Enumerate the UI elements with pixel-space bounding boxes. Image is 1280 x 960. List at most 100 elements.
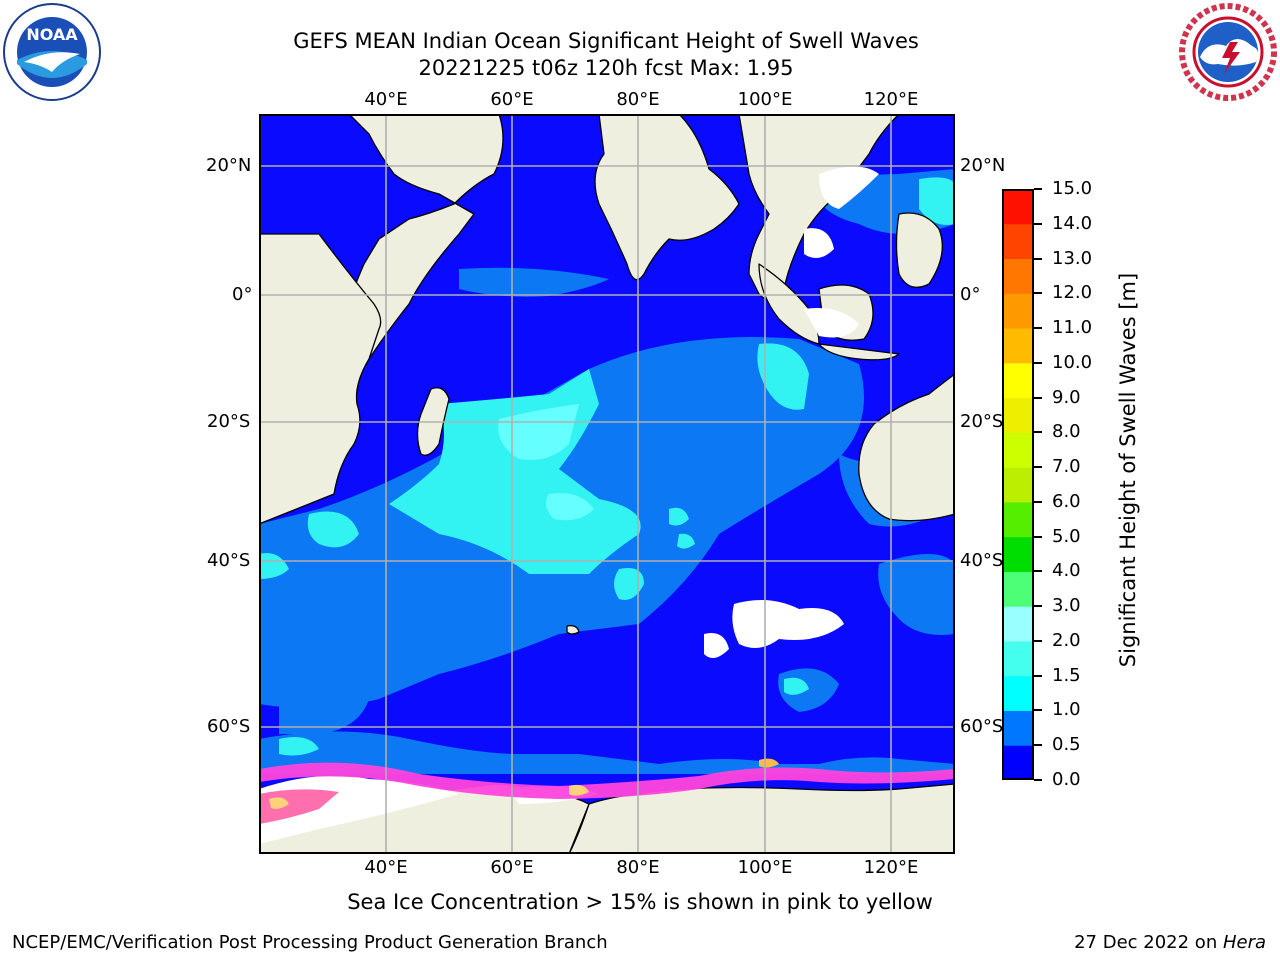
graticule (259, 114, 955, 854)
lat-label-left-0: 0° (232, 284, 253, 305)
chart-title-line1: GEFS MEAN Indian Ocean Significant Heigh… (293, 29, 919, 53)
lon-label-bottom-80e: 80°E (616, 857, 660, 878)
colorbar-tick-mark (1034, 327, 1042, 330)
colorbar-segment (1002, 328, 1034, 364)
colorbar-segment (1002, 536, 1034, 572)
colorbar-tick-label: 10.0 (1052, 351, 1093, 373)
lon-label-bottom-60e: 60°E (490, 857, 534, 878)
colorbar-tick-mark (1034, 709, 1042, 712)
footer-machine: Hera (1222, 932, 1266, 953)
colorbar-segment (1002, 710, 1034, 746)
colorbar-tick-label: 2.0 (1052, 629, 1081, 651)
colorbar-label-text: Significant Height of Swell Waves [m] (1116, 272, 1140, 668)
lat-label-left-60s: 60°S (207, 716, 251, 737)
nws-logo-icon (1179, 3, 1277, 101)
sea-ice-caption: Sea Ice Concentration > 15% is shown in … (347, 890, 933, 914)
colorbar-tick-mark (1034, 639, 1042, 642)
colorbar-tick-mark (1034, 466, 1042, 469)
colorbar-segment (1002, 293, 1034, 329)
swell-band-1.5-2.0 (498, 404, 594, 521)
lon-label-bottom-100e: 100°E (737, 857, 793, 878)
footer-left: NCEP/EMC/Verification Post Processing Pr… (12, 932, 608, 953)
land-australia (858, 373, 955, 522)
colorbar-tick-label: 13.0 (1052, 247, 1093, 269)
lon-label-top-100e: 100°E (737, 89, 793, 110)
land-philippines-newguinea (895, 212, 943, 288)
noaa-logo-icon: NOAA (3, 3, 101, 101)
colorbar-tick-label: 6.0 (1052, 490, 1081, 512)
colorbar-tick-mark (1034, 570, 1042, 573)
lat-label-right-20s: 20°S (960, 411, 1004, 432)
footer-date: 27 Dec 2022 on (1074, 932, 1223, 953)
chart-title-line2: 20221225 t06z 120h fcst Max: 1.95 (418, 56, 794, 80)
colorbar-tick-mark (1034, 535, 1042, 538)
colorbar-tick-mark (1034, 396, 1042, 399)
lat-label-left-20s: 20°S (207, 411, 251, 432)
colorbar-tick-mark (1034, 779, 1042, 781)
nws-logo (1178, 2, 1278, 102)
land-india (594, 114, 740, 281)
svg-text:NOAA: NOAA (26, 25, 78, 44)
colorbar-tick-mark (1034, 605, 1042, 608)
lat-label-left-20n: 20°N (206, 155, 252, 176)
colorbar-tick-label: 5.0 (1052, 525, 1081, 547)
lon-label-top-120e: 120°E (863, 89, 919, 110)
lat-label-right-20n: 20°N (960, 155, 1006, 176)
colorbar-segment (1002, 675, 1034, 711)
colorbar-tick-label: 12.0 (1052, 282, 1093, 304)
colorbar-tick-mark (1034, 674, 1042, 677)
land-kerguelen (566, 624, 580, 635)
colorbar-tick-mark (1034, 744, 1042, 747)
colorbar-tick-mark (1034, 431, 1042, 434)
colorbar-segment (1002, 189, 1034, 225)
lat-label-left-40s: 40°S (207, 550, 251, 571)
colorbar-segment (1002, 571, 1034, 607)
lon-label-bottom-120e: 120°E (863, 857, 919, 878)
colorbar-tick-label: 7.0 (1052, 456, 1081, 478)
colorbar-tick-label: 15.0 (1052, 178, 1093, 199)
colorbar-segment (1002, 223, 1034, 260)
land-borneo-java (818, 284, 900, 361)
colorbar-tick-mark (1034, 222, 1042, 225)
colorbar-tick-label: 4.0 (1052, 560, 1081, 582)
colorbar-segment (1002, 397, 1034, 433)
lat-label-right-60s: 60°S (960, 716, 1004, 737)
swell-band-1.0-1.5 (259, 177, 955, 756)
colorbar-tick-mark (1034, 188, 1042, 190)
map-frame (259, 114, 955, 854)
colorbar-tick-mark (1034, 361, 1042, 364)
colorbar-tick-label: 1.5 (1052, 664, 1081, 686)
swell-height-map (259, 114, 955, 854)
lon-label-top-40e: 40°E (364, 89, 408, 110)
colorbar-tick-label: 14.0 (1052, 212, 1093, 234)
lat-label-right-0: 0° (960, 284, 981, 305)
colorbar-tick-mark (1034, 257, 1042, 260)
colorbar-tick-label: 8.0 (1052, 421, 1081, 443)
colorbar-outline (1002, 189, 1034, 780)
landmasses (259, 114, 955, 854)
lon-label-bottom-40e: 40°E (364, 857, 408, 878)
lat-label-right-40s: 40°S (960, 550, 1004, 571)
colorbar-tick-label: 3.0 (1052, 595, 1081, 617)
colorbar-tick-label: 0.5 (1052, 734, 1081, 756)
colorbar-segment (1002, 467, 1034, 503)
colorbar-tick-label: 9.0 (1052, 386, 1081, 408)
colorbar-tick-label: 11.0 (1052, 317, 1093, 339)
colorbar (1002, 189, 1034, 781)
colorbar-segment (1002, 501, 1034, 538)
colorbar-segment (1002, 606, 1034, 642)
colorbar-segment (1002, 432, 1034, 468)
land-africa (259, 233, 382, 525)
lon-label-top-80e: 80°E (616, 89, 660, 110)
colorbar-tick-label: 1.0 (1052, 699, 1081, 721)
noaa-logo: NOAA (2, 2, 102, 102)
colorbar-segment (1002, 745, 1034, 781)
colorbar-tick-mark (1034, 500, 1042, 503)
footer-right: 27 Dec 2022 on Hera (1074, 932, 1266, 953)
lon-label-top-60e: 60°E (490, 89, 534, 110)
colorbar-tick-mark (1034, 292, 1042, 295)
sea-ice-edge (259, 758, 955, 824)
colorbar-segment (1002, 640, 1034, 677)
colorbar-tick-label: 0.0 (1052, 769, 1081, 790)
colorbar-bar (1002, 189, 1034, 781)
